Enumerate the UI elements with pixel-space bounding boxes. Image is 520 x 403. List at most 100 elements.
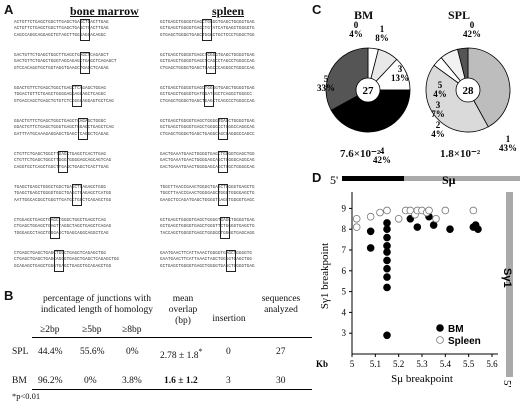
pie-slice-label: 1 (506, 134, 511, 144)
top-5prime-label: 5' (330, 173, 338, 187)
sequence-line: TGGCTTAACCGAACTGGGGTGAGCTGGGGTGAGCTG (160, 185, 255, 190)
sequence-line: GAAGCTCCAGATGAGCTGGGGTGAGCTGGGGTGAGC (160, 197, 255, 203)
pie-slice-label: 0 (354, 20, 359, 30)
sequence-line: CTGAGCTGAGCTGAGCTGGCTGAGCTCAGAGCTGG (14, 251, 106, 256)
sequence-line: GCTGAGCTGGGGTGAGCTGGGGTGAGCTGGGGTGAG (160, 86, 255, 91)
homology-box (220, 217, 230, 239)
pie-slice-percent: 4% (433, 89, 447, 99)
sequence-line: GGACTGTTCTGAGCTGGCTGAGCTCAGAGCTGGAG (14, 86, 106, 91)
sequence-line: GCTGAGCTGGGGTGAGCTGGGGTGAGCTGGGGTGAG (160, 263, 255, 269)
sequence-line: GTCCACAGGTGCTGGTAGGTGAAGCTGAGCTCAGAG (14, 65, 109, 71)
point-spleen (352, 223, 361, 231)
sequence-line: GCTGAGCTGGGGTGAGCTGGGGCCTGGGCCAGGCAG (160, 125, 255, 131)
spl-pie-title: SPL (448, 8, 471, 22)
footnote: *p<0.01 (12, 391, 41, 401)
homology-box (72, 85, 82, 107)
alignment-block: GCTGAGCTGGGGTGAGCTGGGGTGAGCTGGGGTGAG GCTG… (160, 217, 308, 251)
panel-letter-d: D (312, 170, 322, 185)
sequence-line: GCTGAGCTGGGGTGAGCTGGGGTGAGCTGGGGTGAG (160, 119, 255, 124)
legend-label-bm: BM (448, 324, 464, 335)
y-tick-label: 8 (342, 224, 347, 234)
sequence-line: GCTGAGCTGGGGTGAGCTGGGGTGAGCTGGGGTGAG (160, 53, 255, 58)
x-tick-label: 5.6 (486, 359, 498, 369)
bm-insertion: 3 (226, 376, 231, 386)
sequence-line: TGGCTTAACCGAACTGGGGAGCTGGGTGGGGAGCTG (160, 191, 255, 197)
pie-slice-label: 5 (438, 80, 443, 90)
sequence-line: TGAGCTGAGCTGGGCTGGCTGAGCTCAGAGCTGGG (14, 185, 106, 190)
breakpoint-scatter: 5' Sμ Sγ1 5' 3 4 5 6 7 8 9 5 5.1 5.2 5.3 5.4 5.5 5.6 Kb Sμ … (316, 173, 520, 388)
point-bm (366, 244, 375, 252)
sequence-line: CTGAGCTGGGGTGAGCTGAGCTCAGCCCTGGGCCAG (160, 98, 255, 104)
sequence-line: CTGAGCTGAGCTGAGCAGGGTGAGCTGAGCTCAGAGCTGG (14, 257, 120, 263)
sequence-line: GACTGTTCTGAGCTGGCTTGAGCTGAGCTCAGAGCT (14, 53, 109, 58)
alignment-block: GGACTGTTCTGAGCTGGCTGAGCTCAGAGCTGGGC GGACT… (14, 118, 160, 152)
point-bm (429, 221, 438, 229)
col-header-mean: mean overlap (bp) (168, 294, 198, 326)
point-bm (383, 219, 391, 227)
y-tick-label: 7 (342, 245, 347, 255)
homology-box (202, 19, 212, 41)
alignment-block: CTGTTCTGAGCTGGCTTGAGCTGAGCTCACTTGAG CTGTT… (14, 151, 160, 185)
sequence-line: GATTTATGCAAAGAGGAGCTGAGCTCAGGCTCAGAG (14, 131, 109, 137)
col-header-seqs: sequences analyzed (261, 294, 301, 315)
table-bottom-rule (32, 389, 312, 390)
sequence-line: GACTGTTCTGAGCTGGGTAGCAGAGCTGAGCTCAGAGCT (14, 59, 117, 65)
point-spleen (376, 208, 384, 217)
pie-slice-label: 3 (398, 64, 403, 74)
alignment-block: GGACTGTTCTGAGCTGGCTGAGCTCAGAGCTGGAG TGGAC… (14, 85, 160, 119)
homology-box (54, 250, 64, 272)
sequence-line: GGACTGTTCTGAGCTGGCTGAGCTCAGAGCTGGGC (14, 119, 106, 124)
point-bm (383, 233, 391, 242)
sequence-line: GCTGAGCTGGGGTGAGCTGGGGTGAGCTGGGGTGAG (160, 218, 255, 223)
y-axis-label: Sγ1 breakpoint (319, 243, 331, 309)
sequence-line: CTGTTCTGAGCTGGCTTGGGTGGGGAGCAGCAGTCAG (14, 158, 112, 164)
point-spleen (441, 206, 450, 215)
alignment-block: GACTGAAATGAACTGGGGTGAGCTGGGGTGAGCTGG GACT… (160, 151, 308, 185)
spl-p8: 0% (126, 347, 139, 357)
point-bm (383, 331, 391, 340)
point-bm (406, 214, 415, 223)
legend-label-spleen: Spleen (448, 336, 481, 347)
pie-slice-label: 3 (436, 100, 441, 110)
sequence-line: CAGCCAGGCAGGAGCTGTAGCTTGGGAGGACAGGC (14, 32, 106, 38)
homology-box (80, 19, 90, 41)
bone-marrow-title: bone marrow (70, 4, 139, 18)
pie-slice-label: 2 (436, 120, 441, 130)
right-5prime-label: 5' (501, 380, 513, 388)
x-tick-label: 5.2 (393, 359, 404, 369)
pie-slice-label: 1 (380, 24, 385, 34)
y-tick-label: 5 (342, 287, 347, 297)
pie-center (355, 77, 381, 103)
point-spleen (366, 212, 375, 221)
spl-mean: 2.78 ± 1.8* (160, 347, 202, 361)
bm-seqs: 30 (276, 376, 286, 386)
panel-letter-b: B (4, 288, 14, 303)
x-tick-label: 5.1 (370, 359, 381, 369)
sequence-line: GTGACCAGCTGAGCTGTGTCTCGGGCAGGAGTGCTCAG (14, 98, 114, 104)
sg1-bar (506, 192, 513, 377)
row-label-spl: SPL (12, 347, 29, 357)
sequence-line: GCTGAGCTGGGGTGAGCTCAGCCTAGCCTGGGCCAG (160, 59, 255, 65)
pie-slice-percent: 4% (431, 129, 445, 139)
legend-marker-bm (436, 324, 444, 332)
right-sg1-label: Sγ1 (501, 268, 513, 288)
alignment-block: GCTGAGCTGGGGTGAGCTGGGGTGAGCTGGGGTGAG GCTG… (160, 19, 308, 53)
sequence-line: TACCAGCTGGGGTGAGCTGGGGCTGGGGTGAGCAGG (160, 230, 255, 236)
pie-slice-percent: 13% (391, 73, 409, 83)
x-tick-label: 5 (350, 359, 355, 369)
sequence-line: GCTGAGCTGGGGTGATGGATGGCTCAGGCTGGGCC (160, 92, 252, 98)
bm-p8: 3.8% (122, 376, 142, 386)
bm-p2: 96.2% (38, 376, 63, 386)
alignment-block: ACTGTTCTGAGCTGGCTTGAGCTGAGCTCACTTGAG ACTG… (14, 19, 160, 53)
pie-slice-4 (330, 89, 411, 133)
bm-p5: 0% (84, 376, 97, 386)
alignment-block: GCTGAGCTGGGGTGAGCTGGGGTGAGCTGGGGTGAG GCTG… (160, 118, 308, 152)
sequence-line: TGGGAGCCTAGCTGGGAGCTGAGCAGGCAGGCTCAG (14, 230, 109, 236)
alignment-block: GCTGAGCTGGGGTGAGCTGGGGTGAGCTGGGGTGAG GCTG… (160, 52, 308, 86)
sequence-line: GACTGAAATGAACTGGGGAGCAGCTGGGGCAGGCAG (160, 158, 255, 164)
sequence-line: GCTGAGCTGGGGTGAGCTGGGGTGAGCTGGGGTGAG (160, 20, 255, 25)
legend-marker-spleen (436, 336, 444, 344)
pie-center-label: 28 (463, 85, 475, 97)
spl-insertion: 0 (226, 347, 231, 357)
